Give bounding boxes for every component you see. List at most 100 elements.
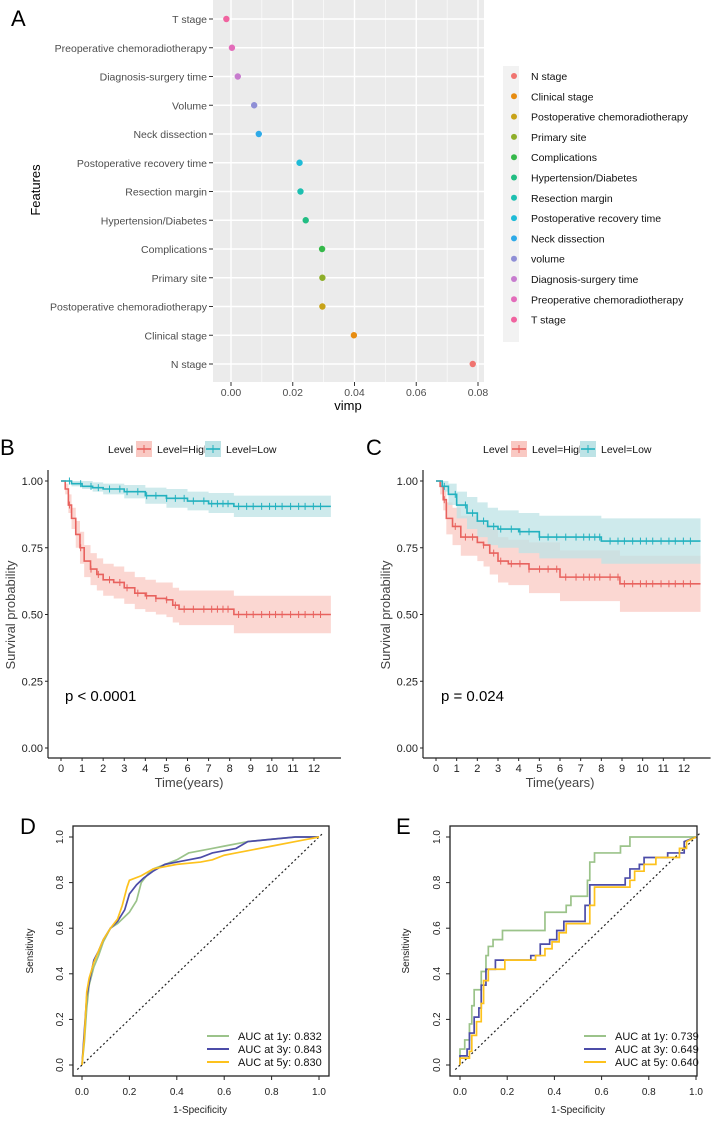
x-tick-label: 9	[619, 763, 625, 775]
x-tick-label: 4	[516, 763, 522, 775]
legend-label: Level=Low	[601, 444, 652, 456]
y-tick-label: 0.75	[397, 543, 418, 555]
y-tick-label: 0.0	[55, 1058, 66, 1072]
panel-a-x-axis-label: vimp	[334, 398, 361, 413]
survival-line-level-low	[436, 480, 701, 542]
legend-label: Postoperative chemoradiotherapy	[531, 112, 689, 124]
reference-diagonal-line	[76, 832, 325, 1070]
y-tick-label: 0.4	[55, 966, 66, 980]
legend-label: AUC at 5y: 0.830	[238, 1057, 322, 1069]
x-tick-label: 0.0	[453, 1087, 467, 1098]
legend-label: Hypertension/Diabetes	[531, 173, 637, 185]
y-tick-label: 1.00	[397, 476, 418, 488]
confidence-band-level-high	[61, 481, 331, 634]
vimp-point	[302, 217, 309, 224]
legend-label: AUC at 1y: 0.832	[238, 1031, 322, 1043]
panel-e-roc-curve: E 0.0 0.2 0.4 0.6 0.8 1.0 0.0 0.2 0.4 0.6 0.8 1.0 AU…	[396, 814, 703, 1116]
x-tick-label: 3	[495, 763, 501, 775]
panel-b-p-value: p < 0.0001	[65, 688, 136, 705]
x-tick-label: 2	[474, 763, 480, 775]
panel-b-km-curve: B Level Level=High Level=Low 0.00 0.25 0.50 0…	[0, 435, 341, 790]
panel-b-plot-area: 0.000.250.500.751.000 1 2 3 4 5 6 7 8 9 10 11 12	[22, 470, 341, 775]
vimp-point	[350, 332, 358, 339]
vimp-point	[234, 73, 241, 80]
vimp-point	[228, 44, 236, 51]
y-tick-label: 0.6	[432, 921, 443, 935]
feature-tick-label: Resection margin	[125, 187, 207, 199]
confidence-band-level-low	[436, 481, 701, 564]
x-tick-label: 0.8	[265, 1087, 279, 1098]
legend-key	[511, 316, 517, 323]
legend-label: AUC at 3y: 0.843	[238, 1044, 322, 1056]
panel-c-legend: Level Level=High Level=Low	[483, 441, 652, 457]
legend-key	[511, 194, 517, 201]
x-tick-label: 8	[598, 763, 604, 775]
x-tick-label: 0.6	[217, 1087, 231, 1098]
legend-label: T stage	[531, 315, 566, 327]
panel-d-roc-curve: D 0.0 0.2 0.4 0.6 0.8 1.0 0.0 0.2 0.4 0.6 0.8 1.0 AU…	[20, 814, 330, 1116]
feature-tick-label: Primary site	[152, 273, 208, 285]
vimp-point	[318, 245, 326, 253]
legend-label: Complications	[531, 152, 597, 164]
x-tick-label: 0.0	[75, 1087, 89, 1098]
roc-line-1y	[459, 836, 696, 1065]
y-tick-label: 1.0	[432, 830, 443, 844]
feature-tick-label: Postoperative chemoradiotherapy	[50, 302, 208, 314]
x-tick-label: 0	[58, 763, 64, 775]
feature-tick-label: Hypertension/Diabetes	[101, 215, 207, 227]
legend-key	[511, 255, 517, 262]
panel-letter-e: E	[396, 814, 411, 839]
x-tick-label: 10	[637, 763, 649, 775]
panel-a-x-ticks: 0.00 0.02 0.04 0.06 0.08	[221, 382, 489, 399]
x-tick-label: 0.06	[406, 387, 427, 399]
confidence-band-level-low	[61, 481, 331, 518]
roc-line-3y	[459, 836, 697, 1065]
legend-key	[511, 133, 517, 140]
x-tick-label: 0	[433, 763, 439, 775]
vimp-point	[319, 274, 326, 281]
x-tick-label: 0.2	[122, 1087, 136, 1098]
vimp-point	[223, 15, 230, 23]
x-tick-label: 0.04	[344, 387, 365, 399]
panel-a-variable-importance: A T stage Preoperative chemoradiotherapy D…	[11, 0, 689, 413]
x-tick-label: 0.02	[283, 387, 304, 399]
legend-key	[511, 235, 517, 242]
panel-a-gridlines	[213, 0, 484, 382]
feature-tick-label: Volume	[172, 100, 207, 112]
y-tick-label: 0.50	[22, 610, 43, 622]
legend-label: Clinical stage	[531, 91, 594, 103]
panel-d-plot-area: 0.0 0.2 0.4 0.6 0.8 1.0 0.0 0.2 0.4 0.6 0.8 1.0 AUC …	[55, 825, 330, 1098]
panel-b-x-axis-label: Time(years)	[155, 775, 224, 790]
x-tick-label: 3	[121, 763, 127, 775]
panel-a-y-axis-label: Features	[28, 164, 43, 216]
survival-line-level-low	[61, 480, 331, 508]
panel-letter-a: A	[11, 6, 26, 31]
panel-letter-b: B	[0, 435, 15, 460]
panel-c-plot-area: 0.000.250.500.751.000 1 2 3 4 5 6 7 8 9 10 11 12	[397, 470, 711, 775]
vimp-point	[296, 159, 303, 166]
x-tick-label: 0.2	[500, 1087, 514, 1098]
x-tick-label: 0.8	[642, 1087, 656, 1098]
feature-tick-label: Complications	[141, 244, 207, 256]
legend-label: Postoperative recovery time	[531, 213, 661, 225]
x-tick-label: 0.08	[468, 387, 489, 399]
vimp-point	[297, 188, 304, 195]
feature-tick-label: Preoperative chemoradiotherapy	[55, 43, 208, 55]
y-tick-label: 0.75	[22, 543, 43, 555]
legend-label: Primary site	[531, 132, 587, 144]
x-tick-label: 2	[100, 763, 106, 775]
panel-e-y-axis-label: Sensitivity	[401, 928, 412, 973]
vimp-point	[255, 130, 262, 138]
legend-label: Neck dissection	[531, 233, 605, 245]
legend-label: Preoperative chemoradiotherapy	[531, 294, 684, 306]
legend-key	[511, 154, 517, 161]
y-tick-label: 0.8	[432, 875, 443, 889]
x-tick-label: 4	[142, 763, 148, 775]
x-tick-label: 1.0	[312, 1087, 326, 1098]
y-tick-label: 0.25	[397, 676, 418, 688]
legend-key	[511, 215, 517, 222]
x-tick-label: 1.0	[689, 1087, 703, 1098]
panel-a-feature-labels: T stage Preoperative chemoradiotherapy Dia…	[50, 14, 213, 371]
feature-tick-label: Neck dissection	[133, 129, 207, 141]
